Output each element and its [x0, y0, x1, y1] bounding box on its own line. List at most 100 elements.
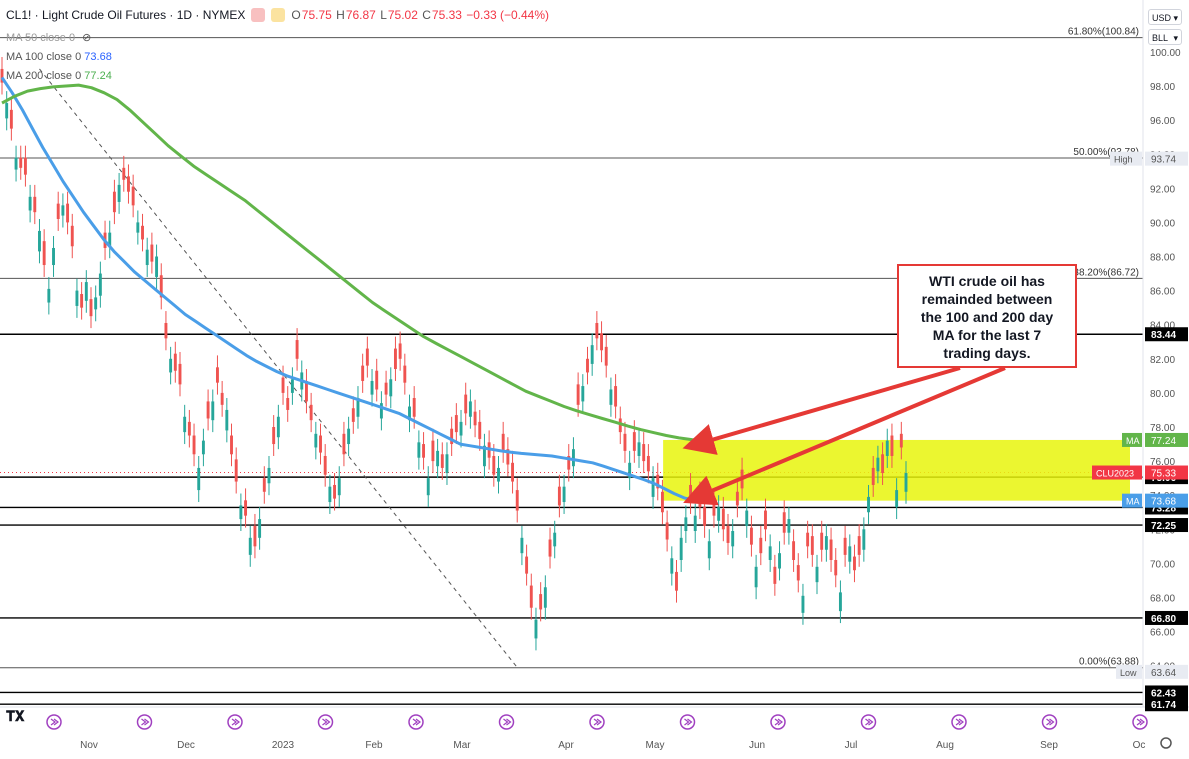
candle-body	[417, 442, 421, 458]
candle-body	[23, 157, 27, 175]
event-marker-icon[interactable]	[408, 714, 424, 730]
candle-body	[501, 433, 505, 451]
candle-body	[867, 496, 870, 513]
price-tag-name: MA	[1126, 436, 1140, 446]
candle-body	[384, 382, 388, 395]
event-marker-icon[interactable]	[951, 714, 967, 730]
candle-body	[717, 507, 721, 521]
event-marker-icon[interactable]	[1132, 714, 1148, 730]
price-tick-label: 66.00	[1150, 628, 1175, 639]
event-marker-icon[interactable]	[227, 714, 243, 730]
event-marker-icon[interactable]	[589, 714, 605, 730]
event-marker-glyph	[774, 718, 783, 726]
level-tag-label: 72.25	[1151, 521, 1176, 532]
price-tag-name: CLU2023	[1096, 469, 1134, 479]
candle-body	[735, 491, 739, 506]
ohlc-values: O75.75 H76.87 L75.02 C75.33 −0.33 (−0.44…	[291, 8, 550, 22]
candle-body	[333, 484, 337, 499]
candle-body	[632, 432, 636, 451]
level-tag-label: 61.74	[1151, 700, 1176, 711]
price-tick-label: 80.00	[1150, 389, 1175, 400]
candle-body	[628, 462, 632, 479]
candle-body	[764, 510, 767, 530]
candle-body	[244, 500, 248, 516]
event-marker-icon[interactable]	[136, 714, 153, 730]
level-tag	[1145, 518, 1188, 533]
candle-body	[792, 541, 796, 560]
event-marker-icon[interactable]	[860, 714, 877, 730]
candle-body	[365, 348, 369, 366]
time-tick-label: Apr	[558, 740, 574, 751]
candle-body	[159, 275, 163, 298]
level-tag	[1145, 697, 1188, 712]
time-tick-label: Nov	[80, 740, 98, 751]
symbol-title[interactable]: CL1! · Light Crude Oil Futures · 1D · NY…	[6, 8, 246, 22]
candles	[0, 57, 908, 651]
candle-body	[787, 519, 791, 533]
indicator-ma50[interactable]: MA 50 close 0 ⊘	[6, 32, 92, 44]
candle-body	[356, 398, 360, 417]
event-marker-glyph	[593, 718, 602, 726]
candle-body	[529, 585, 533, 608]
candle-body	[478, 421, 482, 439]
candle-body	[600, 333, 603, 351]
candle-body	[876, 457, 880, 472]
candle-body	[319, 435, 322, 453]
level-tag-label: 66.80	[1151, 614, 1176, 625]
candle-body	[84, 282, 88, 301]
candle-body	[675, 571, 678, 591]
candle-body	[389, 379, 393, 397]
fib-label: 0.00%(63.88)	[1079, 657, 1139, 668]
price-tag-name-bg	[1122, 432, 1142, 447]
candle-body	[881, 454, 885, 474]
flag-icon[interactable]	[251, 8, 266, 22]
price-tick-label: 82.00	[1150, 355, 1175, 366]
candle-body	[515, 490, 519, 511]
candle-body	[398, 343, 402, 359]
candle-body	[197, 467, 201, 491]
candle-body	[305, 380, 308, 402]
candle-body	[9, 109, 13, 129]
time-tick-label: Oc	[1133, 740, 1146, 751]
tradingview-logo-icon[interactable]: 𝐓𝐗	[6, 708, 25, 724]
candle-body	[211, 401, 215, 421]
dividend-icon[interactable]	[271, 8, 286, 22]
unit-select[interactable]: BLL ▾	[1148, 29, 1182, 45]
event-marker-icon[interactable]	[770, 714, 786, 730]
event-marker-icon[interactable]	[46, 714, 62, 730]
candle-body	[422, 444, 426, 458]
candle-body	[801, 595, 805, 613]
candle-body	[506, 449, 510, 465]
candle-body	[890, 435, 894, 456]
price-tag-name: MA	[1126, 497, 1140, 507]
event-marker-icon[interactable]	[679, 714, 696, 730]
candle-body	[33, 196, 37, 213]
candle-body	[89, 299, 93, 317]
price-tick-label: 86.00	[1150, 287, 1175, 298]
candle-body	[408, 406, 411, 421]
candle-body	[553, 532, 557, 547]
indicator-ma100[interactable]: MA 100 close 0 73.68	[6, 51, 112, 63]
event-marker-icon[interactable]	[498, 714, 515, 730]
candle-body	[820, 532, 824, 550]
candle-body	[539, 594, 543, 610]
candle-body	[684, 517, 688, 532]
candle-body	[464, 394, 468, 414]
candle-body	[773, 566, 777, 584]
candle-body	[183, 416, 187, 433]
indicator-ma200[interactable]: MA 200 close 0 77.24	[6, 70, 112, 82]
hidden-eye-icon[interactable]: ⊘	[82, 32, 92, 44]
candle-body	[66, 203, 70, 223]
candle-body	[108, 232, 112, 247]
event-marker-icon[interactable]	[317, 714, 334, 730]
candle-body	[272, 427, 276, 445]
candle-body	[375, 370, 379, 390]
event-marker-glyph	[503, 718, 512, 726]
candle-body	[576, 384, 580, 405]
settings-gear-icon[interactable]	[1160, 737, 1172, 749]
currency-select[interactable]: USD ▾	[1148, 9, 1182, 25]
candle-body	[258, 519, 262, 538]
candle-body	[230, 435, 233, 455]
event-marker-icon[interactable]	[1041, 714, 1058, 730]
